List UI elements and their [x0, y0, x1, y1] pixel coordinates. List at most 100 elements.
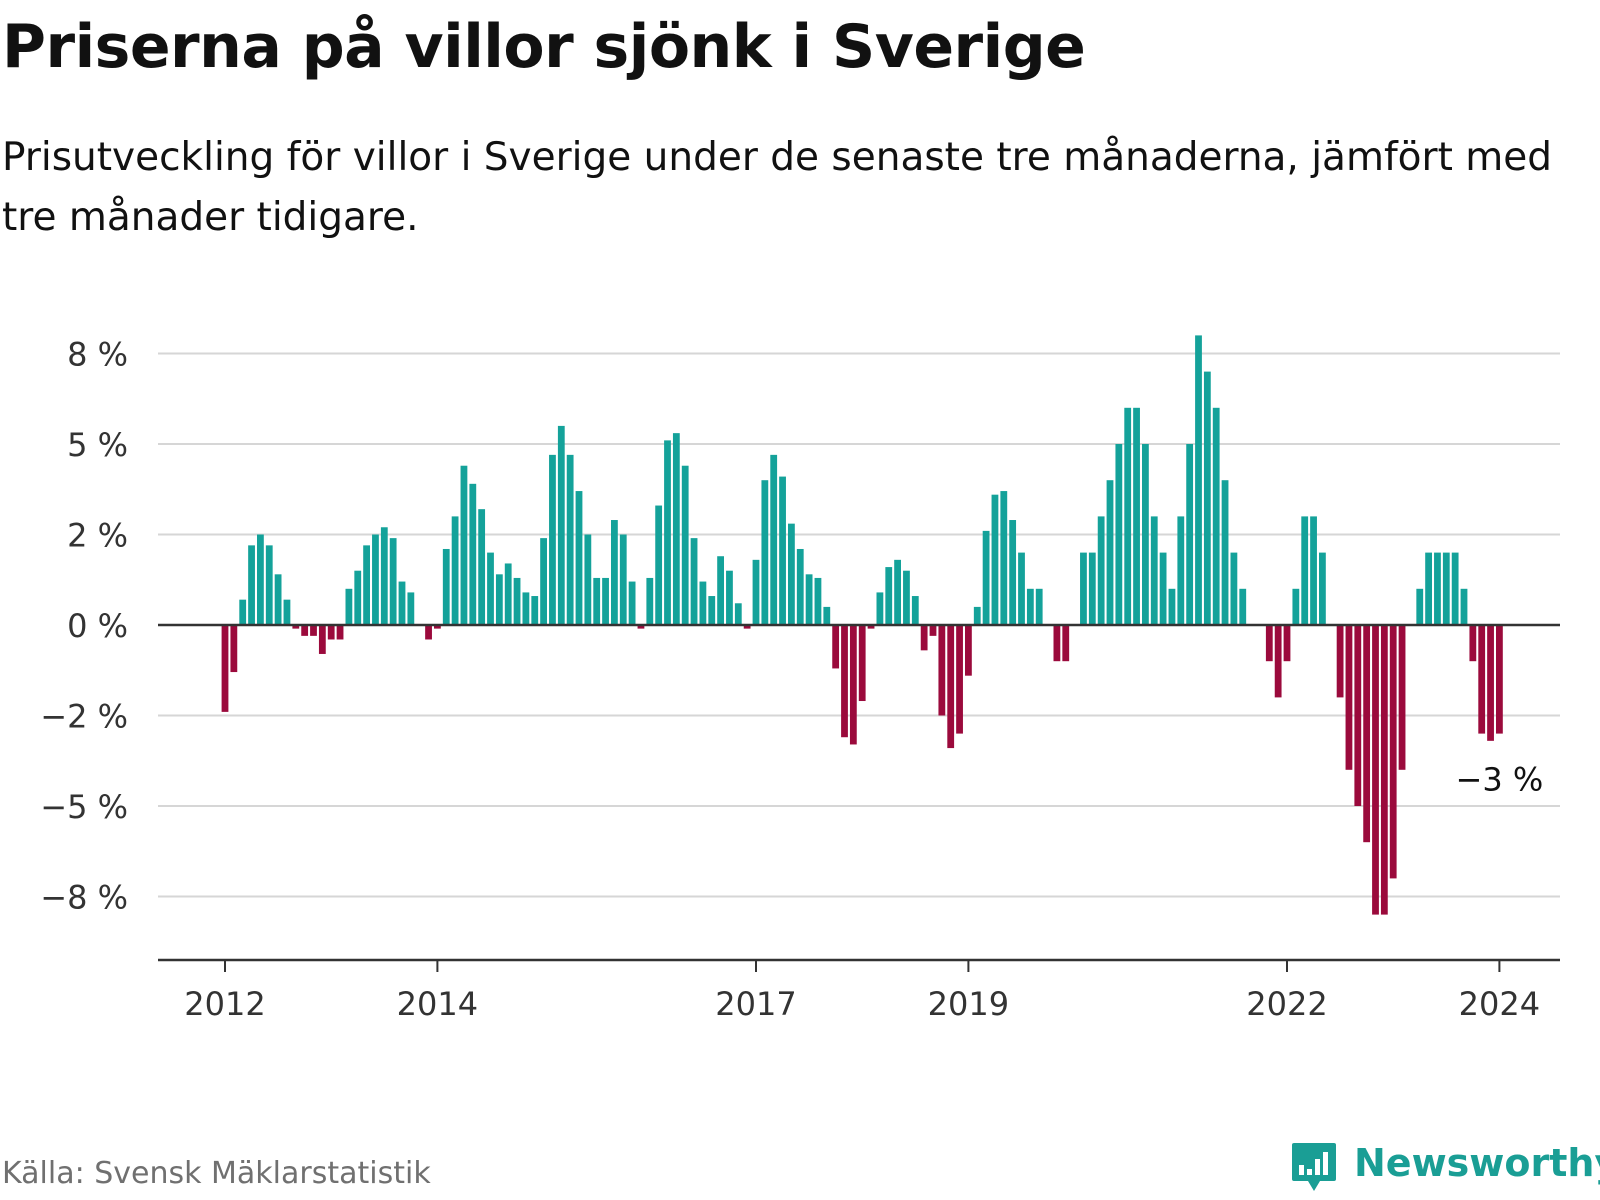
bar [469, 483, 477, 625]
bar [734, 603, 742, 625]
bars [221, 335, 1503, 915]
bar [991, 494, 999, 625]
bar [965, 625, 972, 676]
bar [265, 545, 273, 625]
bar [1301, 516, 1309, 625]
bar [1442, 552, 1450, 625]
chart-title: Priserna på villor sjönk i Sverige [2, 12, 1086, 82]
bar [867, 625, 875, 629]
bar [1150, 516, 1158, 625]
bar [1380, 625, 1388, 915]
bar-chart-speech-bubble-icon [1292, 1143, 1336, 1191]
bar [690, 538, 698, 625]
bar [407, 592, 415, 625]
bar [557, 425, 565, 625]
bar [283, 599, 291, 625]
bar [380, 527, 388, 625]
bar [1469, 625, 1477, 662]
bar [761, 480, 769, 625]
bar [788, 523, 795, 625]
bar [522, 592, 530, 625]
bar [301, 625, 309, 636]
bar [929, 625, 937, 636]
bar [717, 556, 724, 625]
bar [947, 625, 955, 749]
bar [920, 625, 928, 651]
x-tick-label: 2022 [1246, 985, 1327, 1023]
bar [584, 534, 592, 625]
bar [1097, 516, 1105, 625]
bar [593, 577, 601, 625]
bar [743, 625, 751, 629]
bar [1159, 552, 1167, 625]
bar [1283, 625, 1291, 662]
bar [1009, 520, 1017, 625]
bar [823, 606, 831, 625]
bar [832, 625, 840, 669]
bar [841, 625, 848, 738]
x-tick-label: 2012 [184, 985, 265, 1023]
bar [637, 625, 645, 629]
bar [752, 559, 760, 625]
bar [1398, 625, 1406, 770]
bar [425, 625, 432, 640]
bar [1319, 552, 1326, 625]
bar [442, 548, 450, 625]
x-tick-label: 2024 [1459, 985, 1540, 1023]
bar [1106, 480, 1114, 625]
bar [1088, 552, 1096, 625]
y-tick-label: 5 % [67, 426, 128, 464]
bar [513, 577, 521, 625]
y-tick-label: 8 % [67, 336, 128, 374]
bar [327, 625, 335, 640]
bar [310, 625, 317, 636]
bar [1026, 588, 1034, 625]
bar [858, 625, 866, 702]
bar [1230, 552, 1238, 625]
bar [1115, 444, 1123, 625]
bar [363, 545, 370, 625]
bar [1186, 444, 1194, 625]
bar [619, 534, 627, 625]
x-tick-label: 2019 [928, 985, 1009, 1023]
bar [1478, 625, 1486, 734]
bar [372, 534, 379, 625]
bar [938, 625, 946, 716]
chart-subtitle: Prisutveckling för villor i Sverige unde… [2, 135, 1553, 240]
bar [1177, 516, 1185, 625]
bar [318, 625, 326, 654]
brand-name: Newsworthy [1354, 1141, 1600, 1185]
bar [805, 574, 813, 625]
y-tick-label: −5 % [40, 788, 128, 826]
y-tick-label: −2 % [40, 698, 128, 736]
bar [354, 570, 362, 625]
source-note: Källa: Svensk Mäklarstatistik [2, 1156, 431, 1191]
bar [956, 625, 963, 734]
bar [849, 625, 857, 745]
bar [257, 534, 264, 625]
bar [726, 570, 733, 625]
axes [158, 623, 1560, 962]
bar [1203, 371, 1211, 625]
bar [1195, 335, 1202, 625]
bar [1460, 588, 1468, 625]
bar [876, 592, 884, 625]
bar [681, 465, 689, 625]
bar-chart: 8 %5 %2 %0 %−2 %−5 %−8 % 2012 2014 2017 201… [40, 335, 1560, 1023]
bar [1496, 625, 1503, 734]
bar [708, 596, 716, 625]
x-tick-label: 2014 [397, 985, 478, 1023]
bar [478, 509, 486, 625]
bar [973, 606, 981, 625]
bar [1035, 588, 1043, 625]
bar [1062, 625, 1070, 662]
bar [230, 625, 238, 673]
bar [575, 491, 583, 625]
bar [345, 588, 353, 625]
bar [1239, 588, 1247, 625]
bar [1124, 407, 1132, 625]
bar [628, 581, 636, 625]
bar [1425, 552, 1432, 625]
x-tick-label: 2017 [715, 985, 796, 1023]
bar [796, 548, 804, 625]
